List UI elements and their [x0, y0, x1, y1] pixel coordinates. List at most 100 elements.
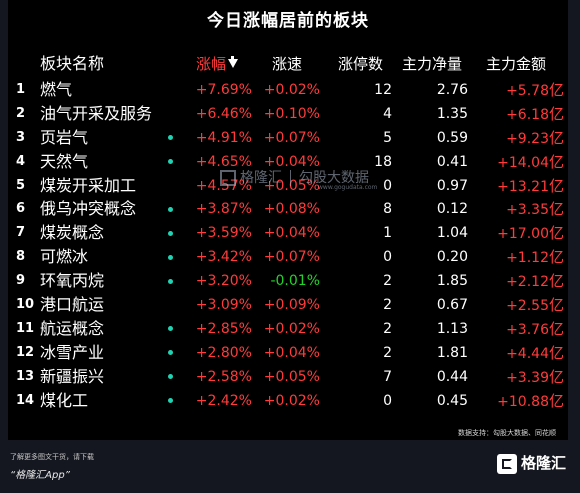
row-change: +3.87%	[195, 201, 252, 218]
down-arrow-icon	[228, 59, 239, 68]
table-row[interactable]: 5 煤炭开采加工 +4.57% +0.05% 0 0.97 +13.21亿	[8, 174, 568, 198]
row-net-inflow: 0.41	[436, 153, 468, 170]
row-amount-value: +3.39	[506, 369, 549, 386]
row-limit-up: 2	[383, 320, 392, 337]
row-sector-name: 天然气	[40, 151, 89, 171]
row-speed: +0.02%	[263, 82, 320, 98]
table-row[interactable]: 10 港口航运 +3.09% +0.09% 2 0.67 +2.55亿	[8, 293, 568, 317]
table-row[interactable]: 4 天然气 +4.65% +0.04% 18 0.41 +14.04亿	[8, 150, 568, 174]
row-change: +3.42%	[195, 249, 252, 266]
row-limit-up: 5	[383, 129, 392, 146]
row-sector-name: 环氧丙烷	[40, 271, 105, 291]
row-amount-unit: 亿	[548, 176, 564, 195]
row-rank: 13	[16, 368, 35, 384]
row-amount: +9.23亿	[482, 126, 564, 150]
row-amount-value: +4.44	[506, 345, 549, 362]
header-net-inflow[interactable]: 主力净量	[402, 55, 463, 73]
sector-ranking-card: 今日涨幅居前的板块 板块名称 涨幅 涨速 涨停数 主力净量 主力金额 1 燃气 +7…	[8, 0, 568, 440]
dot-icon	[168, 159, 173, 165]
row-amount: +5.78亿	[482, 78, 564, 102]
row-amount-unit: 亿	[548, 128, 564, 147]
row-marker	[168, 126, 178, 150]
row-net-inflow: 2.76	[436, 82, 468, 98]
header-limit-up[interactable]: 涨停数	[338, 55, 384, 73]
row-rank: 5	[16, 177, 26, 193]
table-row[interactable]: 9 环氧丙烷 +3.20% -0.01% 2 1.85 +2.12亿	[8, 269, 568, 293]
row-amount: +3.76亿	[482, 317, 564, 341]
page-title: 今日涨幅居前的板块	[207, 11, 369, 31]
row-amount-value: +3.35	[506, 202, 549, 219]
table-row[interactable]: 12 冰雪产业 +2.80% +0.04% 2 1.81 +4.44亿	[8, 341, 568, 365]
watermark-url: www.gogudata.com	[318, 184, 378, 191]
header-change[interactable]: 涨幅	[196, 52, 252, 76]
row-net-inflow: 1.35	[436, 105, 468, 122]
header-amount[interactable]: 主力金额	[486, 55, 547, 73]
table-row[interactable]: 14 煤化工 +2.42% +0.02% 0 0.45 +10.88亿	[8, 389, 568, 413]
row-limit-up: 4	[383, 105, 392, 122]
dot-icon	[168, 350, 173, 356]
row-amount: +1.12亿	[482, 245, 564, 269]
row-net-inflow: 0.67	[436, 297, 468, 314]
table-row[interactable]: 1 燃气 +7.69% +0.02% 12 2.76 +5.78亿	[8, 78, 568, 102]
row-speed: +0.05%	[263, 177, 320, 194]
row-sector-name: 可燃冰	[40, 247, 89, 267]
row-marker	[168, 221, 178, 245]
dot-icon	[168, 326, 173, 332]
dot-icon	[168, 254, 173, 260]
row-marker	[168, 389, 178, 413]
row-amount: +17.00亿	[482, 221, 564, 245]
row-rank: 3	[16, 129, 26, 145]
row-marker	[168, 150, 178, 174]
row-speed: +0.07%	[263, 249, 320, 266]
table-row[interactable]: 7 煤炭概念 +3.59% +0.04% 1 1.04 +17.00亿	[8, 221, 568, 245]
sector-table-body: 1 燃气 +7.69% +0.02% 12 2.76 +5.78亿 2 油气开采及服务 +6.46…	[8, 78, 568, 412]
row-speed: +0.02%	[263, 392, 320, 409]
row-amount-value: +3.76	[506, 321, 549, 338]
down-arrow-stem	[231, 55, 235, 62]
row-limit-up: 2	[383, 297, 392, 314]
watermark: 格隆汇 勾股大数据 www.gogudata.com	[220, 167, 377, 191]
row-sector-name: 航运概念	[40, 318, 105, 338]
row-change: +7.69%	[195, 82, 252, 98]
row-limit-up: 7	[383, 368, 392, 385]
row-change: +3.59%	[195, 225, 252, 242]
row-rank: 2	[16, 105, 26, 121]
row-marker	[168, 365, 178, 389]
row-change: +2.58%	[195, 368, 252, 385]
row-amount-value: +2.12	[506, 274, 549, 291]
app-name[interactable]: “格隆汇App”	[10, 470, 70, 481]
table-row[interactable]: 6 俄乌冲突概念 +3.87% +0.08% 8 0.12 +3.35亿	[8, 197, 568, 221]
row-sector-name: 煤炭概念	[40, 223, 105, 243]
row-speed: +0.04%	[263, 225, 320, 242]
row-rank: 14	[16, 392, 35, 408]
row-marker	[168, 269, 178, 293]
table-row[interactable]: 3 页岩气 +4.91% +0.07% 5 0.59 +9.23亿	[8, 126, 568, 150]
dot-icon	[168, 135, 173, 141]
table-row[interactable]: 8 可燃冰 +3.42% +0.07% 0 0.20 +1.12亿	[8, 245, 568, 269]
row-sector-name: 燃气	[40, 80, 73, 99]
dot-icon	[168, 398, 173, 404]
dot-icon	[168, 206, 173, 212]
table-row[interactable]: 11 航运概念 +2.85% +0.02% 2 1.13 +3.76亿	[8, 317, 568, 341]
row-amount: +2.55亿	[482, 293, 564, 317]
header-speed[interactable]: 涨速	[272, 55, 303, 73]
row-change: +2.42%	[195, 392, 252, 409]
table-row[interactable]: 13 新疆振兴 +2.58% +0.05% 7 0.44 +3.39亿	[8, 365, 568, 389]
row-sector-name: 煤炭开采加工	[40, 175, 137, 195]
row-amount-value: +17.00	[497, 226, 549, 243]
dot-icon	[168, 374, 173, 380]
row-rank: 4	[16, 153, 26, 169]
row-limit-up: 12	[374, 82, 392, 98]
row-speed: -0.01%	[270, 273, 320, 290]
row-limit-up: 0	[383, 177, 392, 194]
row-change: +4.65%	[195, 153, 252, 170]
row-sector-name: 俄乌冲突概念	[40, 199, 137, 219]
row-speed: +0.02%	[263, 320, 320, 337]
row-sector-name: 港口航运	[40, 295, 105, 315]
table-row[interactable]: 2 油气开采及服务 +6.46% +0.10% 4 1.35 +6.18亿	[8, 102, 568, 126]
row-amount: +2.12亿	[482, 269, 564, 293]
row-amount: +6.18亿	[482, 102, 564, 126]
row-rank: 7	[16, 225, 26, 241]
row-rank: 12	[16, 344, 35, 360]
header-sector-name[interactable]: 板块名称	[40, 54, 105, 73]
